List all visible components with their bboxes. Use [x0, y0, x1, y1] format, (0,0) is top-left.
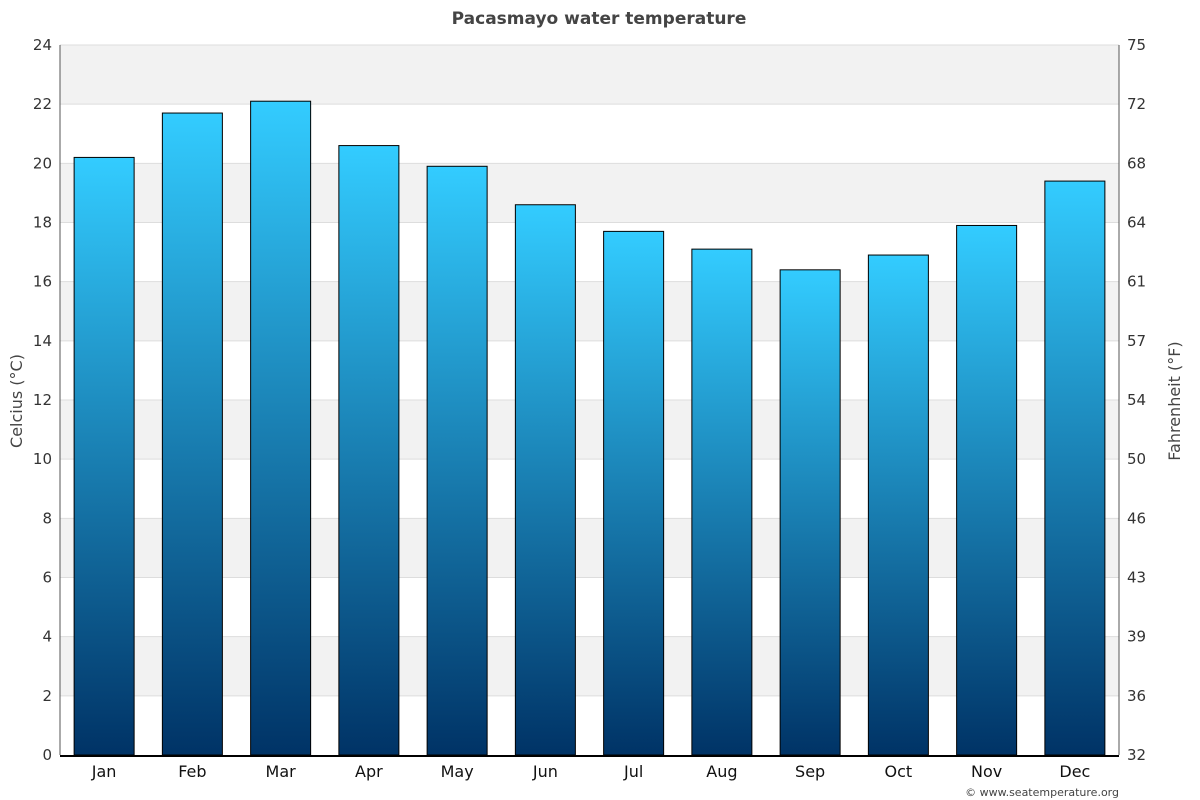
y2-tick-label: 39	[1127, 628, 1146, 646]
x-tick-label: May	[441, 762, 474, 781]
x-tick-label: Mar	[266, 762, 297, 781]
y-axis-label: Celcius (°C)	[7, 354, 26, 448]
y2-tick-label: 50	[1127, 450, 1146, 468]
background-band	[60, 636, 1119, 696]
y2-axis-label: Fahrenheit (°F)	[1165, 341, 1184, 460]
bar-aug	[691, 248, 753, 756]
y-tick-label: 16	[33, 273, 52, 291]
background-band	[60, 400, 1119, 460]
x-tick-label: Dec	[1059, 762, 1090, 781]
bars	[73, 100, 1106, 756]
x-tick-label: Feb	[178, 762, 206, 781]
y-tick-label: 10	[33, 450, 52, 468]
y2-tick-label: 57	[1127, 332, 1146, 350]
y2-tick-label: 75	[1127, 36, 1146, 54]
bar-jun	[514, 204, 576, 756]
y-tick-label: 4	[42, 628, 52, 646]
y-tick-label: 0	[42, 746, 52, 764]
bar-nov	[956, 224, 1018, 756]
y-tick-label: 6	[42, 569, 52, 587]
y-tick-label: 20	[33, 154, 52, 172]
gridlines	[60, 44, 1119, 697]
y2-tick-label: 72	[1127, 95, 1146, 113]
x-tick-label: Jun	[532, 762, 558, 781]
y2-tick-label: 32	[1127, 746, 1146, 764]
y-tick-label: 14	[33, 332, 52, 350]
bar-feb	[161, 112, 223, 756]
bar-mar	[250, 100, 312, 756]
y-tick-label: 12	[33, 391, 52, 409]
bar-dec	[1044, 180, 1106, 756]
background-band	[60, 518, 1119, 578]
y-tick-label: 24	[33, 36, 52, 54]
background-bands	[60, 45, 1119, 696]
y-tick-label: 18	[33, 214, 52, 232]
y2-tick-label: 46	[1127, 509, 1146, 527]
bar-jan	[73, 156, 135, 756]
bar-may	[426, 165, 488, 756]
y2-tick-label: 54	[1127, 391, 1146, 409]
x-tick-label: Aug	[706, 762, 737, 781]
bar-apr	[338, 145, 400, 756]
axes	[59, 45, 1120, 757]
y2-tick-label: 43	[1127, 569, 1146, 587]
bar-jul	[603, 230, 665, 756]
background-band	[60, 163, 1119, 223]
y2-tick-label: 68	[1127, 154, 1146, 172]
x-tick-label: Sep	[795, 762, 825, 781]
x-tick-label: Apr	[355, 762, 383, 781]
chart-title: Pacasmayo water temperature	[452, 9, 747, 29]
y-tick-label: 2	[42, 687, 52, 705]
y-tick-label: 8	[42, 509, 52, 527]
bar-oct	[867, 254, 929, 756]
x-tick-label: Jul	[623, 762, 643, 781]
background-band	[60, 45, 1119, 105]
y2-tick-label: 64	[1127, 214, 1146, 232]
y-tick-label: 22	[33, 95, 52, 113]
x-tick-label: Nov	[971, 762, 1002, 781]
bar-sep	[779, 269, 841, 756]
x-tick-label: Oct	[885, 762, 913, 781]
credit-text: © www.seatemperature.org	[965, 786, 1119, 799]
x-axis-categories: Jan Feb Mar Apr May Jun Jul Aug Sep Oct Nov Dec	[91, 762, 1091, 781]
x-tick-label: Jan	[91, 762, 117, 781]
background-band	[60, 281, 1119, 341]
y2-axis-ticks: 32 36 39 43 46 50 54 57 61 64 68 72 75	[1127, 36, 1146, 764]
y2-tick-label: 61	[1127, 273, 1146, 291]
y2-tick-label: 36	[1127, 687, 1146, 705]
